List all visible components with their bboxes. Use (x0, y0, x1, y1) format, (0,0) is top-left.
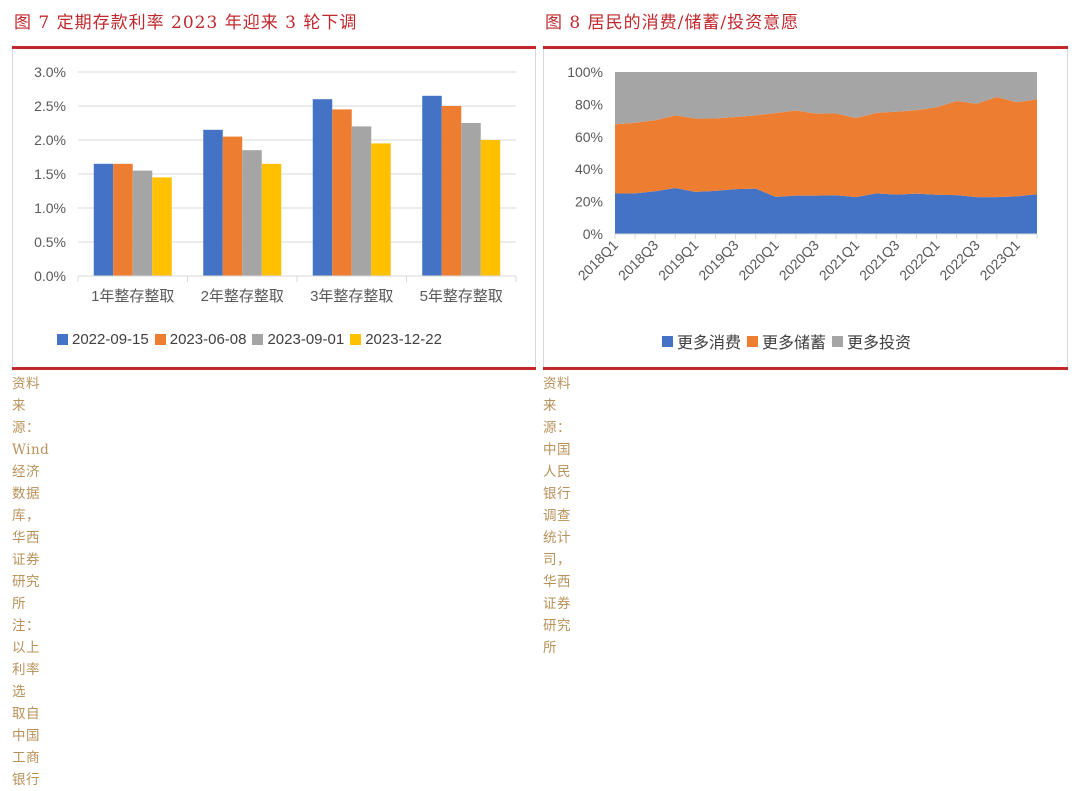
y-tick-label: 0.5% (34, 234, 66, 250)
bar-chart: 0.0% 0.5% 1.0% 1.5% 2.0% 2.5% 3.0% 1年整存整取 2年整存整取… (34, 64, 517, 305)
right-bottom-divider (543, 367, 1068, 370)
x-tick-label: 2021Q3 (856, 237, 903, 284)
right-title-divider (543, 46, 1068, 49)
y-tick-label: 80% (575, 96, 603, 112)
left-title-divider (12, 46, 536, 49)
bar (152, 177, 172, 276)
legend-label: 更多储蓄 (762, 333, 827, 352)
y-tick-label: 100% (567, 64, 603, 80)
bar (332, 109, 352, 277)
area-series (615, 187, 1037, 234)
left-source-line-2: 取自中国工商银行 (12, 706, 40, 788)
y-tick-label: 40% (575, 161, 603, 177)
y-tick-label: 1.0% (34, 200, 66, 216)
area-series (615, 72, 1037, 125)
bar (93, 163, 114, 276)
y-tick-label: 2.0% (34, 132, 66, 148)
bar (351, 126, 372, 277)
bar-chart-legend: 2022-09-15 2023-06-08 2023-09-01 2023-12-22 (51, 331, 442, 348)
x-tick-label: 2021Q1 (816, 237, 863, 284)
y-tick-label: 60% (575, 129, 603, 145)
x-tick-label: 2020Q1 (735, 237, 782, 284)
legend-swatch (662, 335, 673, 347)
area-series (615, 96, 1037, 198)
right-source-line-1: 资料来源：中国人民银行调查统计司，华西证券研究所 (543, 376, 571, 656)
left-bottom-divider (12, 367, 536, 370)
legend-swatch (57, 334, 68, 345)
bar (203, 129, 223, 276)
x-tick-label: 2018Q1 (575, 237, 622, 284)
right-source-note: 资料来源：中国人民银行调查统计司，华西证券研究所 (543, 373, 571, 659)
x-tick-label: 2019Q3 (695, 237, 742, 284)
right-chart-frame: 0% 20% 40% 60% 80% 100% 2018Q1 2018Q3 2019Q1 2019… (543, 49, 1068, 367)
bar (371, 143, 391, 276)
bar (113, 163, 133, 276)
y-tick-label: 1.5% (34, 166, 66, 182)
y-tick-label: 2.5% (34, 98, 66, 114)
x-tick-label: 2020Q3 (776, 237, 823, 284)
area-chart: 0% 20% 40% 60% 80% 100% 2018Q12018Q32019Q12019… (567, 64, 1038, 284)
legend-label: 更多投资 (847, 333, 912, 352)
x-tick-label: 2023Q1 (976, 237, 1023, 284)
legend-swatch (154, 334, 166, 345)
bar (222, 136, 243, 276)
x-category-label: 2年整存整取 (201, 288, 284, 305)
area-chart-legend: 更多消费 更多储蓄 更多投资 (656, 329, 911, 353)
y-tick-label: 0.0% (34, 268, 66, 284)
x-category-label: 1年整存整取 (91, 288, 174, 305)
right-chart-title: 图 8 居民的消费/储蓄/投资意愿 (545, 13, 800, 33)
legend-swatch (747, 335, 759, 347)
x-tick-label: 2018Q3 (615, 237, 662, 284)
bar (261, 163, 282, 276)
y-tick-label: 3.0% (34, 64, 66, 80)
x-category-label: 3年整存整取 (310, 288, 393, 305)
bar (480, 140, 501, 276)
bar (422, 95, 442, 276)
bar (242, 150, 262, 276)
bar (441, 106, 462, 276)
left-chart-title: 图 7 定期存款利率 2023 年迎来 3 轮下调 (14, 13, 358, 33)
left-source-line-1: 资料来源：Wind 经济数据库，华西证券研究所 注：以上利率选 (12, 376, 50, 700)
legend-label: 2022-09-15 (72, 331, 149, 348)
legend-label: 2023-12-22 (365, 331, 442, 348)
legend-label: 更多消费 (677, 333, 742, 352)
x-category-label: 5年整存整取 (420, 288, 503, 305)
bar (461, 123, 481, 276)
legend-swatch (350, 334, 362, 345)
y-tick-label: 0% (583, 226, 603, 242)
legend-label: 2023-09-01 (267, 331, 345, 348)
y-tick-label: 20% (575, 194, 603, 210)
left-source-note: 资料来源：Wind 经济数据库，华西证券研究所 注：以上利率选 取自中国工商银行 (12, 373, 49, 791)
legend-swatch (832, 335, 844, 347)
x-tick-label: 2019Q1 (655, 237, 702, 284)
bar (312, 99, 333, 276)
x-tick-label: 2022Q1 (896, 237, 943, 284)
bar (132, 170, 153, 276)
legend-swatch (252, 334, 264, 345)
left-chart-frame: 0.0% 0.5% 1.0% 1.5% 2.0% 2.5% 3.0% 1年整存整取 2年整存整取… (12, 49, 536, 367)
x-tick-label: 2022Q3 (936, 237, 983, 284)
legend-label: 2023-06-08 (169, 331, 247, 348)
